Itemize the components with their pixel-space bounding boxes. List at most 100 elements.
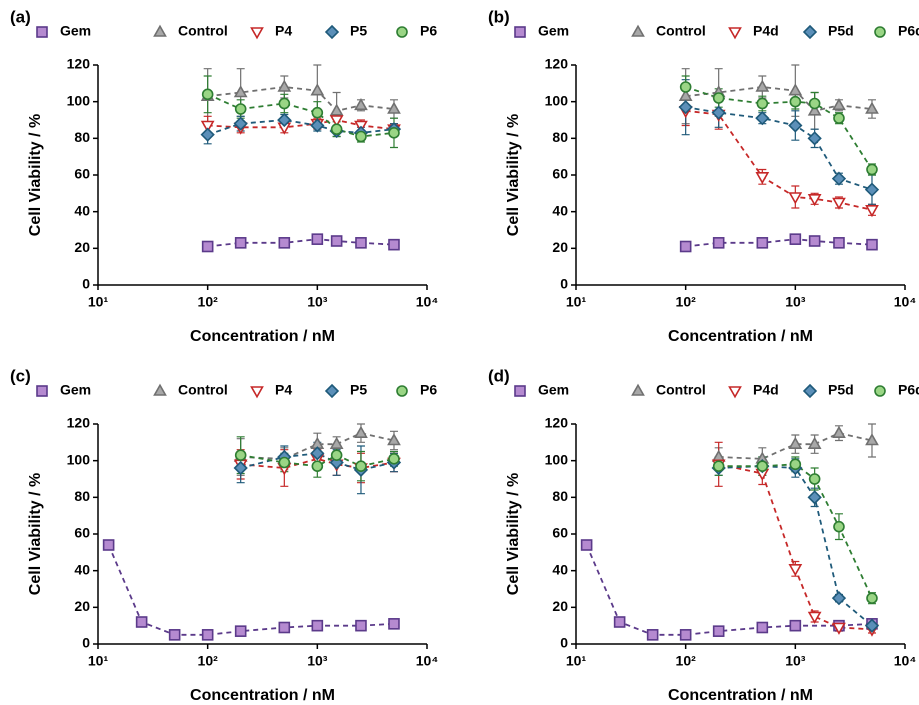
x-tick-label: 10¹	[566, 294, 587, 310]
y-tick-label: 60	[74, 525, 90, 541]
data-point	[310, 446, 325, 461]
data-point	[712, 237, 725, 249]
legend-label: Control	[656, 23, 706, 39]
data-point	[807, 490, 822, 505]
legend-marker	[728, 27, 742, 40]
legend-marker	[36, 385, 48, 397]
series-line	[585, 544, 873, 636]
data-point	[102, 539, 115, 551]
x-tick-label: 10¹	[566, 653, 587, 669]
data-point	[755, 172, 770, 185]
y-tick-label: 20	[74, 598, 90, 614]
data-point	[388, 127, 400, 139]
data-point	[756, 621, 769, 634]
data-point	[755, 79, 770, 92]
x-axis-title: Concentration / nM	[668, 687, 813, 704]
data-point	[832, 197, 846, 210]
y-tick-label: 60	[552, 166, 568, 182]
data-point	[580, 539, 593, 551]
y-tick-label: 120	[545, 415, 569, 431]
data-point	[866, 592, 878, 604]
data-point	[807, 131, 822, 146]
y-axis-title: Cell Viability / %	[27, 114, 44, 236]
data-point	[329, 436, 344, 449]
legend-marker	[153, 383, 167, 396]
data-point	[355, 237, 367, 249]
data-point	[388, 238, 400, 251]
legend-label: P6	[420, 23, 437, 39]
data-point	[788, 192, 803, 205]
data-point	[234, 103, 247, 115]
x-tick-label: 10⁴	[894, 294, 917, 310]
legend-label: P5d	[828, 382, 854, 398]
legend-marker	[250, 27, 264, 40]
data-point	[832, 622, 846, 635]
data-point	[311, 619, 324, 632]
data-point	[831, 591, 847, 606]
data-point	[679, 240, 692, 253]
legend-marker	[802, 383, 818, 399]
data-point	[355, 619, 367, 632]
data-point	[201, 88, 214, 101]
data-point	[678, 100, 693, 115]
y-axis-title: Cell Viability / %	[505, 473, 522, 595]
data-point	[278, 97, 291, 110]
legend-label: P6d	[898, 23, 919, 39]
x-axis-title: Concentration / nM	[190, 687, 335, 704]
legend-label: Gem	[538, 23, 569, 39]
legend-label: P5d	[828, 23, 854, 39]
legend-label: Gem	[60, 382, 91, 398]
legend-marker	[514, 26, 526, 38]
data-point	[330, 123, 343, 135]
data-point	[277, 112, 292, 128]
y-tick-label: 100	[545, 451, 569, 467]
x-tick-label: 10⁴	[894, 653, 917, 669]
y-tick-label: 60	[552, 525, 568, 541]
data-point	[679, 81, 692, 93]
data-point	[756, 97, 769, 110]
data-point	[329, 115, 344, 128]
legend-label: Control	[178, 23, 228, 39]
data-point	[646, 629, 659, 641]
data-point	[168, 629, 181, 641]
legend-marker	[153, 24, 167, 37]
series-line	[685, 109, 873, 211]
panel: (d) 0 20 40 60 80 100 120 10¹ 10² 10³ 10⁴ Concentrat…	[488, 366, 919, 704]
data-point	[233, 460, 248, 476]
data-point	[712, 625, 725, 637]
y-tick-label: 0	[82, 635, 90, 651]
data-point	[712, 92, 725, 104]
data-point	[788, 118, 803, 133]
x-tick-label: 10²	[198, 294, 219, 310]
data-point	[712, 460, 725, 472]
data-point	[388, 618, 400, 630]
y-tick-label: 120	[545, 56, 569, 72]
data-point	[613, 616, 626, 628]
data-point	[756, 460, 769, 472]
data-point	[233, 116, 248, 131]
y-tick-label: 20	[552, 598, 568, 614]
data-point	[808, 235, 821, 247]
legend-label: P6d	[898, 382, 919, 398]
y-tick-label: 100	[67, 92, 91, 108]
y-tick-label: 0	[560, 635, 568, 651]
data-point	[756, 237, 769, 249]
data-point	[278, 237, 291, 249]
data-point	[310, 118, 325, 133]
data-point	[833, 112, 845, 124]
data-point	[354, 425, 368, 438]
data-point	[234, 449, 247, 461]
panel-label: (b)	[488, 7, 510, 26]
x-tick-label: 10⁴	[416, 653, 439, 669]
legend-label: Control	[178, 382, 228, 398]
x-tick-label: 10¹	[88, 653, 109, 669]
legend-label: Control	[656, 382, 706, 398]
data-point	[807, 436, 822, 449]
data-point	[789, 458, 802, 471]
data-point	[277, 79, 292, 92]
data-point	[866, 238, 878, 251]
legend-label: P6	[420, 382, 437, 398]
data-point	[388, 453, 400, 465]
data-point	[679, 629, 692, 641]
